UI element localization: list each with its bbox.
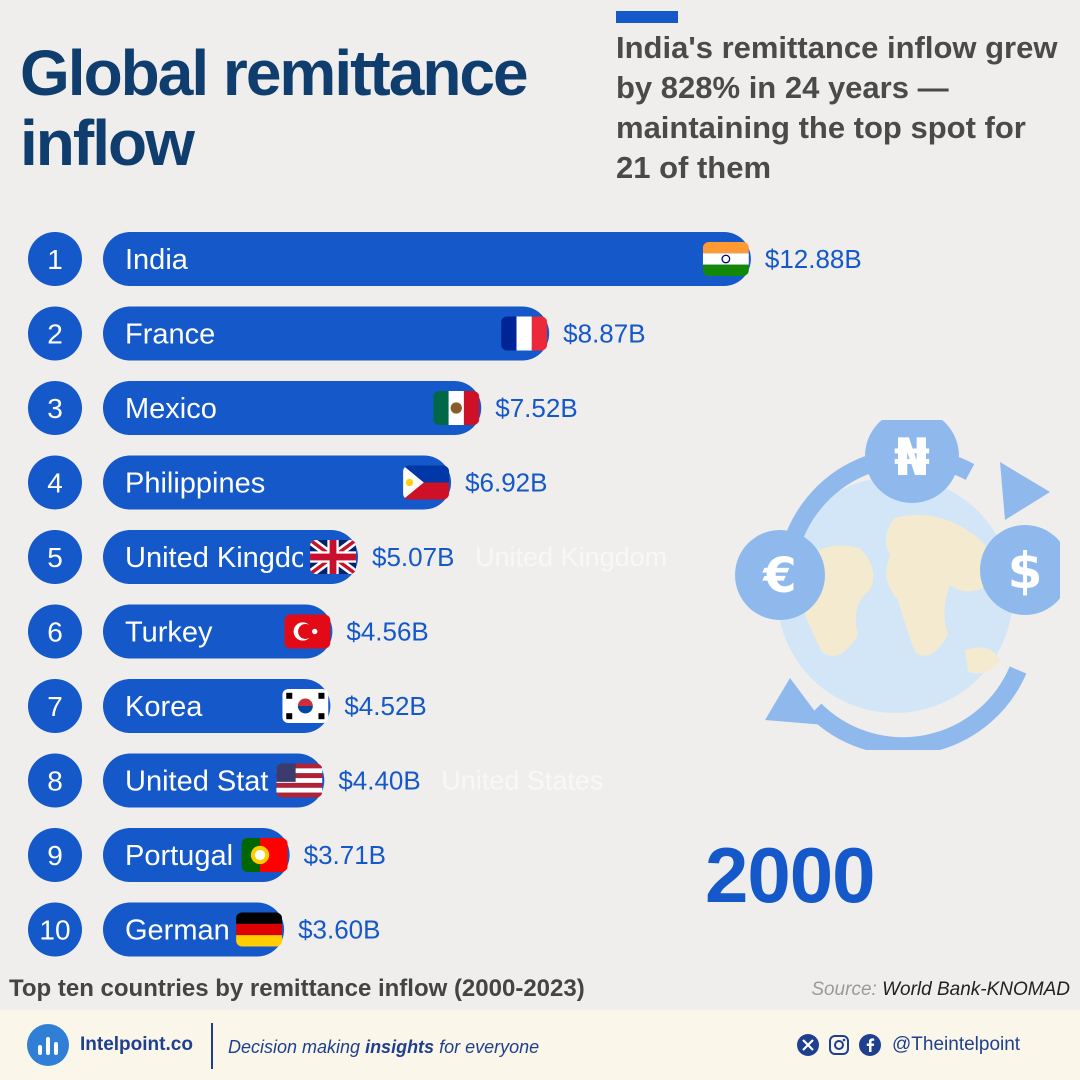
korea-flag [282, 689, 329, 723]
value-label: $12.88B [765, 244, 862, 274]
rank-badge [28, 753, 82, 808]
source-label: Source: [811, 979, 877, 1000]
usa-flag [276, 763, 323, 798]
category-label: India [125, 244, 189, 276]
bar-row: 4 Philippines $6.92B [28, 455, 547, 510]
uk-flag [310, 540, 357, 574]
bar-row: 10 Germany $3.60B [28, 902, 380, 957]
rank-badge [28, 530, 82, 584]
bar-row: 2 France $8.87B [28, 306, 646, 361]
rank-label: 8 [47, 766, 63, 797]
category-label: Germany [125, 915, 245, 947]
bar-row: 6 Turkey $4.56B [28, 604, 429, 659]
svg-text:€: € [762, 548, 796, 604]
value-label: $4.56B [346, 617, 428, 647]
turkey-flag [284, 614, 331, 649]
category-label: Mexico [125, 393, 217, 425]
rank-label: 9 [47, 840, 63, 871]
bar [103, 455, 452, 510]
money-globe-illustration: ₦ € $ [735, 420, 1060, 750]
value-label: $4.40B [338, 766, 420, 796]
x-icon[interactable] [797, 1034, 819, 1056]
footer-divider [211, 1023, 213, 1069]
rank-label: 7 [47, 691, 63, 722]
category-label: United States [125, 766, 299, 798]
category-label: Philippines [125, 468, 265, 500]
category-label: Korea [125, 691, 203, 723]
value-label: $7.52B [495, 393, 577, 423]
rank-label: 1 [47, 244, 63, 275]
ghost-label: United Kingdom [475, 542, 667, 572]
bar-row: 9 Portugal $3.71B [28, 828, 386, 882]
facebook-icon[interactable] [859, 1034, 881, 1056]
rank-label: 6 [47, 617, 63, 648]
germany-flag [236, 912, 283, 947]
accent-bar [616, 11, 678, 23]
bar [103, 381, 482, 435]
social-links: @Theintelpoint [797, 1032, 1020, 1058]
bar [103, 306, 550, 361]
page-subtitle: India's remittance inflow grew by 828% i… [616, 30, 1058, 185]
chart-caption: Top ten countries by remittance inflow (… [9, 975, 585, 1002]
rank-badge [28, 902, 82, 957]
bar-row: 8 United States $4.40B United States [28, 753, 603, 808]
india-flag [702, 242, 749, 276]
mexico-flag [433, 391, 480, 425]
bar [103, 753, 325, 808]
brand-link[interactable]: Intelpoint.co [80, 1034, 193, 1055]
rank-badge [28, 828, 82, 882]
value-label: $3.60B [298, 915, 380, 945]
rank-badge [28, 381, 82, 435]
source-value: World Bank-KNOMAD [882, 979, 1070, 1000]
social-handle[interactable]: @Theintelpoint [892, 1034, 1021, 1055]
value-label: $4.52B [344, 691, 426, 721]
rank-label: 4 [47, 468, 63, 499]
bar [103, 679, 331, 733]
rank-badge [28, 679, 82, 733]
source-note: Source: World Bank-KNOMAD [811, 979, 1070, 1001]
value-label: $3.71B [304, 840, 386, 870]
naira-icon [865, 420, 959, 503]
category-label: Portugal [125, 840, 233, 872]
ghost-label: United States [441, 766, 603, 796]
bar-row: 7 Korea $4.52B [28, 679, 427, 733]
rank-label: 5 [47, 542, 63, 573]
footer: Intelpoint.co Decision making insights f… [0, 1010, 1080, 1080]
bar [103, 232, 751, 286]
rank-label: 10 [39, 915, 70, 946]
year-label: 2000 [705, 831, 876, 919]
euro-icon [735, 530, 825, 620]
value-label: $5.07B [372, 542, 454, 572]
value-label: $6.92B [465, 468, 547, 498]
rank-badge [28, 232, 82, 286]
category-label: Turkey [125, 617, 213, 649]
rank-badge [28, 604, 82, 659]
intelpoint-logo-icon [27, 1024, 69, 1066]
value-label: $8.87B [563, 319, 645, 349]
bar-row: 1 India $12.88B [28, 232, 862, 286]
bar-chart: 1 India $12.88B 2 France $8.87B 3 Mexico $7.52B 4… [28, 232, 862, 957]
rank-label: 2 [47, 319, 63, 350]
tagline: Decision making insights for everyone [228, 1037, 540, 1057]
svg-text:₦: ₦ [894, 428, 930, 488]
category-label: United Kingdom [125, 542, 331, 574]
portugal-flag [241, 838, 288, 872]
france-flag [501, 316, 548, 351]
bar-row: 3 Mexico $7.52B [28, 381, 578, 435]
rank-badge [28, 455, 82, 510]
page-title: Global remittance inflow [20, 37, 529, 179]
instagram-icon[interactable] [828, 1034, 850, 1056]
bar [103, 530, 359, 584]
philippines-flag [403, 465, 450, 500]
bar [103, 604, 333, 659]
bar-row: 5 United Kingdom $5.07B United Kingdom [28, 530, 667, 584]
rank-badge [28, 306, 82, 361]
svg-text:$: $ [1008, 542, 1043, 600]
rank-label: 3 [47, 393, 63, 424]
dollar-icon [980, 525, 1060, 615]
category-label: France [125, 319, 215, 351]
